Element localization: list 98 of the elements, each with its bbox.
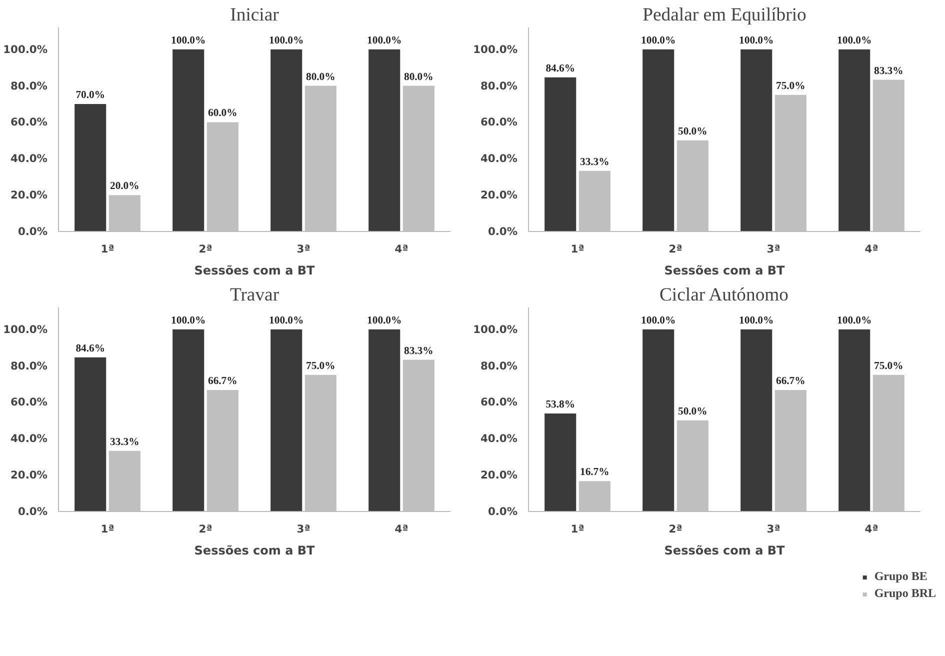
data-label: 66.7% <box>208 376 238 388</box>
data-label: 75.0% <box>776 80 806 92</box>
data-label: 100.0% <box>367 35 402 46</box>
data-label: 83.3% <box>874 66 904 77</box>
x-tick-label: 4ª <box>394 242 408 256</box>
y-tick-label: 0.0% <box>18 225 48 238</box>
data-label: 50.0% <box>678 406 708 418</box>
x-tick-label: 1ª <box>100 242 114 256</box>
x-axis-title: Sessões com a BT <box>664 264 786 278</box>
y-tick-label: 80.0% <box>10 79 48 92</box>
data-label: 100.0% <box>837 35 872 46</box>
bar <box>270 329 302 512</box>
data-label: 100.0% <box>367 315 402 326</box>
data-label: 75.0% <box>306 360 336 372</box>
data-label: 66.7% <box>776 376 806 388</box>
y-tick-label: 60.0% <box>10 396 48 409</box>
x-tick-label: 3ª <box>296 522 310 536</box>
data-label: 100.0% <box>269 315 304 326</box>
bar <box>838 329 870 512</box>
y-tick-label: 40.0% <box>480 152 518 166</box>
y-tick-label: 100.0% <box>473 42 518 56</box>
bar <box>368 329 400 512</box>
data-label: 80.0% <box>306 72 336 83</box>
legend-label: Grupo BE <box>874 569 928 584</box>
bar <box>544 77 576 232</box>
x-tick-label: 2ª <box>668 242 682 256</box>
x-tick-label: 1ª <box>100 522 114 536</box>
data-label: 83.3% <box>404 346 434 357</box>
y-tick-label: 40.0% <box>480 432 518 446</box>
data-label: 100.0% <box>171 315 206 326</box>
y-tick-label: 100.0% <box>3 42 48 56</box>
y-tick-label: 100.0% <box>3 322 48 336</box>
bar <box>172 49 204 232</box>
x-tick-label: 2ª <box>668 522 682 536</box>
bar <box>740 329 772 512</box>
x-tick-label: 4ª <box>864 242 878 256</box>
y-tick-label: 40.0% <box>10 432 48 446</box>
data-label: 75.0% <box>874 360 904 372</box>
x-tick-label: 3ª <box>766 242 780 256</box>
x-axis-title: Sessões com a BT <box>194 264 316 278</box>
bar <box>270 49 302 232</box>
data-label: 16.7% <box>580 467 610 478</box>
bar <box>368 49 400 232</box>
data-label: 100.0% <box>269 35 304 46</box>
y-tick-label: 60.0% <box>480 116 518 129</box>
x-tick-label: 2ª <box>198 522 212 536</box>
chart-title: Travar <box>230 284 280 306</box>
data-label: 84.6% <box>76 343 106 354</box>
y-tick-label: 0.0% <box>488 225 518 238</box>
x-tick-label: 3ª <box>766 522 780 536</box>
bar <box>642 329 674 512</box>
data-label: 80.0% <box>404 72 434 83</box>
data-label: 100.0% <box>739 315 774 326</box>
bar <box>838 49 870 232</box>
bar <box>172 329 204 512</box>
x-axis-title: Sessões com a BT <box>664 544 786 558</box>
bar <box>74 357 106 512</box>
y-tick-label: 60.0% <box>480 396 518 409</box>
data-label: 100.0% <box>641 35 676 46</box>
x-axis-title: Sessões com a BT <box>194 544 316 558</box>
bar <box>642 49 674 232</box>
data-label: 20.0% <box>110 181 140 192</box>
data-label: 33.3% <box>110 436 140 448</box>
data-label: 100.0% <box>171 35 206 46</box>
y-tick-label: 20.0% <box>480 188 518 202</box>
y-tick-label: 80.0% <box>480 359 518 372</box>
x-tick-label: 2ª <box>198 242 212 256</box>
data-label: 50.0% <box>678 126 708 138</box>
bar <box>740 49 772 232</box>
chart-title: Iniciar <box>230 4 280 26</box>
data-label: 70.0% <box>76 90 106 101</box>
data-label: 60.0% <box>208 108 238 120</box>
x-tick-label: 4ª <box>394 522 408 536</box>
x-tick-label: 1ª <box>570 522 584 536</box>
data-label: 100.0% <box>837 315 872 326</box>
data-label: 100.0% <box>739 35 774 46</box>
bar <box>544 414 576 512</box>
chart-title: Ciclar Autónomo <box>659 284 789 306</box>
x-tick-label: 3ª <box>296 242 310 256</box>
data-label: 53.8% <box>546 400 576 411</box>
y-tick-label: 20.0% <box>10 468 48 482</box>
x-tick-label: 4ª <box>864 522 878 536</box>
data-label: 84.6% <box>546 63 576 74</box>
y-tick-label: 80.0% <box>480 79 518 92</box>
x-tick-label: 1ª <box>570 242 584 256</box>
y-tick-label: 100.0% <box>473 322 518 336</box>
bar <box>74 104 106 232</box>
y-tick-label: 0.0% <box>488 505 518 518</box>
y-tick-label: 40.0% <box>10 152 48 166</box>
data-label: 100.0% <box>641 315 676 326</box>
legend-label: Grupo BRL <box>874 586 936 601</box>
chart-title: Pedalar em Equilíbrio <box>642 4 806 26</box>
data-label: 33.3% <box>580 156 610 168</box>
y-tick-label: 20.0% <box>480 468 518 482</box>
y-tick-label: 0.0% <box>18 505 48 518</box>
y-tick-label: 80.0% <box>10 359 48 372</box>
y-tick-label: 60.0% <box>10 116 48 129</box>
y-tick-label: 20.0% <box>10 188 48 202</box>
